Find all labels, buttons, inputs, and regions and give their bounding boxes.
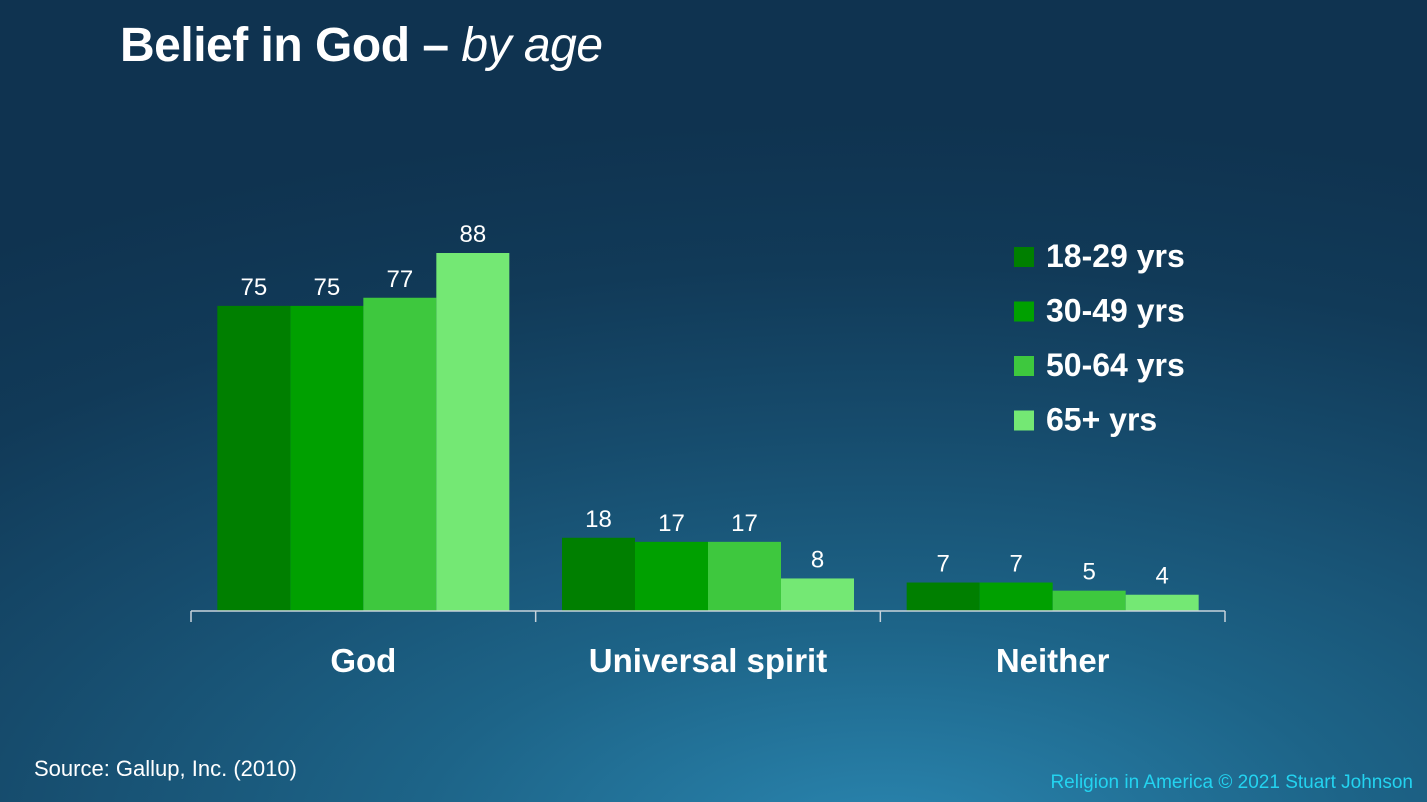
bar-1-2	[290, 305, 364, 611]
legend-swatch-4	[1014, 410, 1034, 431]
title-subtitle: by age	[461, 19, 603, 72]
bar-1-3	[363, 297, 437, 611]
bar-3-2	[979, 582, 1053, 611]
source-note: Source: Gallup, Inc. (2010)	[34, 756, 297, 781]
data-label: 7	[936, 551, 949, 578]
legend-swatch-3	[1014, 356, 1034, 376]
legend-swatch-2	[1014, 301, 1034, 322]
data-label: 77	[386, 266, 413, 293]
legend-label: 18-29 yrs	[1046, 238, 1185, 274]
bar-2-2	[635, 541, 708, 611]
category-label: Universal spirit	[589, 642, 827, 679]
category-label: Neither	[996, 642, 1110, 679]
bar-2-1	[562, 537, 635, 611]
data-label: 75	[313, 274, 340, 301]
legend-label: 30-49 yrs	[1046, 293, 1185, 329]
category-label: God	[330, 642, 396, 679]
data-label: 8	[811, 546, 824, 573]
legend-label: 50-64 yrs	[1046, 347, 1185, 383]
data-label: 5	[1082, 559, 1095, 586]
legend-label: 65+ yrs	[1046, 402, 1157, 438]
credit-note: Religion in America © 2021 Stuart Johnso…	[1050, 772, 1413, 793]
data-label: 4	[1155, 563, 1168, 590]
bar-1-4	[436, 253, 510, 611]
data-label: 75	[240, 274, 267, 301]
title-main: Belief in God –	[120, 19, 462, 72]
data-label: 7	[1009, 551, 1022, 578]
data-label: 17	[731, 510, 758, 537]
bar-3-3	[1052, 590, 1126, 611]
data-label: 18	[585, 506, 612, 533]
bar-1-1	[217, 305, 291, 611]
bar-3-4	[1125, 594, 1199, 611]
legend-swatch-1	[1014, 247, 1034, 267]
slide-title: Belief in God – by age	[120, 18, 603, 73]
data-label: 17	[658, 510, 685, 537]
data-label: 88	[459, 221, 486, 248]
bar-3-1	[906, 582, 980, 611]
bar-2-3	[708, 541, 781, 611]
bar-2-4	[781, 578, 854, 611]
